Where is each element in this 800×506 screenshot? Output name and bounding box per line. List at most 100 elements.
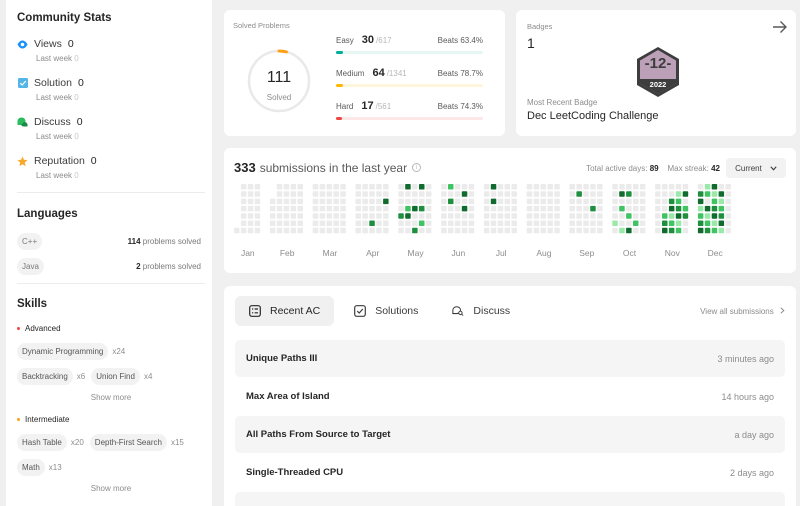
- heatmap-cell[interactable]: [526, 205, 533, 212]
- heatmap-cell[interactable]: [497, 213, 504, 219]
- skill-tag[interactable]: Union Find: [91, 368, 140, 385]
- heatmap-cell[interactable]: [269, 227, 276, 234]
- heatmap-cell[interactable]: [405, 198, 411, 205]
- heatmap-cell[interactable]: [675, 227, 682, 234]
- info-icon[interactable]: i: [412, 163, 422, 172]
- heatmap-cell[interactable]: [355, 184, 362, 190]
- heatmap-cell[interactable]: [312, 213, 319, 219]
- heatmap-cell[interactable]: [711, 184, 718, 190]
- heatmap-cell[interactable]: [454, 198, 461, 205]
- heatmap-cell[interactable]: [597, 205, 603, 212]
- heatmap-cell[interactable]: [655, 191, 661, 197]
- heatmap-cell[interactable]: [547, 184, 553, 190]
- heatmap-cell[interactable]: [326, 191, 333, 197]
- view-all-submissions-link[interactable]: View all submissions: [700, 307, 785, 316]
- heatmap-cell[interactable]: [441, 198, 447, 205]
- heatmap-cell[interactable]: [283, 205, 290, 212]
- heatmap-cell[interactable]: [569, 227, 576, 234]
- heatmap-cell[interactable]: [441, 184, 447, 190]
- heatmap-cell[interactable]: [355, 213, 362, 219]
- language-tag[interactable]: Java: [17, 258, 44, 275]
- heatmap-cell[interactable]: [297, 227, 304, 234]
- heatmap-cell[interactable]: [533, 198, 540, 205]
- heatmap-cell[interactable]: [425, 227, 432, 234]
- heatmap-cell[interactable]: [398, 198, 404, 205]
- heatmap-cell[interactable]: [448, 198, 454, 205]
- heatmap-cell[interactable]: [554, 220, 560, 227]
- heatmap-cell[interactable]: [483, 191, 490, 197]
- heatmap-cell[interactable]: [355, 205, 362, 212]
- heatmap-cell[interactable]: [668, 198, 675, 205]
- heatmap-cell[interactable]: [412, 227, 418, 234]
- heatmap-cell[interactable]: [639, 184, 646, 190]
- heatmap-cell[interactable]: [269, 205, 276, 212]
- heatmap-cell[interactable]: [526, 191, 533, 197]
- heatmap-cell[interactable]: [718, 213, 725, 219]
- heatmap-cell[interactable]: [383, 198, 389, 205]
- heatmap-cell[interactable]: [376, 220, 382, 227]
- heatmap-cell[interactable]: [297, 198, 304, 205]
- heatmap-cell[interactable]: [526, 227, 533, 234]
- period-select[interactable]: Current: [726, 158, 786, 178]
- heatmap-cell[interactable]: [612, 198, 618, 205]
- heatmap-cell[interactable]: [383, 213, 389, 219]
- heatmap-cell[interactable]: [425, 198, 432, 205]
- heatmap-cell[interactable]: [441, 227, 447, 234]
- heatmap-cell[interactable]: [412, 205, 418, 212]
- heatmap-cell[interactable]: [326, 184, 333, 190]
- heatmap-cell[interactable]: [468, 191, 475, 197]
- heatmap-cell[interactable]: [583, 205, 589, 212]
- heatmap-cell[interactable]: [283, 184, 290, 190]
- heatmap-cell[interactable]: [483, 213, 490, 219]
- heatmap-cell[interactable]: [319, 191, 326, 197]
- heatmap-cell[interactable]: [504, 227, 511, 234]
- heatmap-cell[interactable]: [319, 213, 326, 219]
- heatmap-cell[interactable]: [662, 191, 668, 197]
- heatmap-cell[interactable]: [290, 205, 297, 212]
- heatmap-cell[interactable]: [468, 184, 475, 190]
- heatmap-cell[interactable]: [355, 220, 362, 227]
- heatmap-cell[interactable]: [682, 227, 689, 234]
- show-more-link[interactable]: Show more: [90, 393, 132, 402]
- heatmap-cell[interactable]: [619, 205, 625, 212]
- heatmap-cell[interactable]: [533, 205, 540, 212]
- arrow-right-icon[interactable]: [772, 20, 788, 39]
- skill-tag[interactable]: Dynamic Programming: [17, 343, 109, 360]
- heatmap-cell[interactable]: [376, 227, 382, 234]
- heatmap-cell[interactable]: [533, 227, 540, 234]
- heatmap-cell[interactable]: [540, 191, 547, 197]
- heatmap-cell[interactable]: [612, 205, 618, 212]
- heatmap-cell[interactable]: [576, 213, 582, 219]
- heatmap-cell[interactable]: [254, 227, 261, 234]
- heatmap-cell[interactable]: [405, 220, 411, 227]
- heatmap-cell[interactable]: [490, 184, 497, 190]
- heatmap-cell[interactable]: [448, 213, 454, 219]
- heatmap-cell[interactable]: [247, 213, 254, 219]
- heatmap-cell[interactable]: [461, 184, 468, 190]
- heatmap-cell[interactable]: [675, 213, 682, 219]
- heatmap-cell[interactable]: [547, 227, 553, 234]
- heatmap-cell[interactable]: [554, 184, 560, 190]
- heatmap-cell[interactable]: [655, 220, 661, 227]
- heatmap-cell[interactable]: [290, 213, 297, 219]
- heatmap-cell[interactable]: [718, 220, 725, 227]
- heatmap-cell[interactable]: [419, 205, 425, 212]
- heatmap-cell[interactable]: [369, 184, 375, 190]
- heatmap-cell[interactable]: [483, 198, 490, 205]
- heatmap-cell[interactable]: [619, 198, 625, 205]
- heatmap-cell[interactable]: [461, 191, 468, 197]
- heatmap-cell[interactable]: [454, 184, 461, 190]
- heatmap-cell[interactable]: [682, 191, 689, 197]
- heatmap-cell[interactable]: [490, 191, 497, 197]
- heatmap-cell[interactable]: [633, 213, 639, 219]
- heatmap-cell[interactable]: [362, 191, 368, 197]
- heatmap-cell[interactable]: [454, 205, 461, 212]
- heatmap-cell[interactable]: [511, 184, 518, 190]
- heatmap-cell[interactable]: [576, 205, 582, 212]
- heatmap-cell[interactable]: [682, 184, 689, 190]
- heatmap-cell[interactable]: [711, 198, 718, 205]
- heatmap-cell[interactable]: [554, 213, 560, 219]
- heatmap-cell[interactable]: [597, 227, 603, 234]
- heatmap-cell[interactable]: [668, 184, 675, 190]
- heatmap-cell[interactable]: [448, 227, 454, 234]
